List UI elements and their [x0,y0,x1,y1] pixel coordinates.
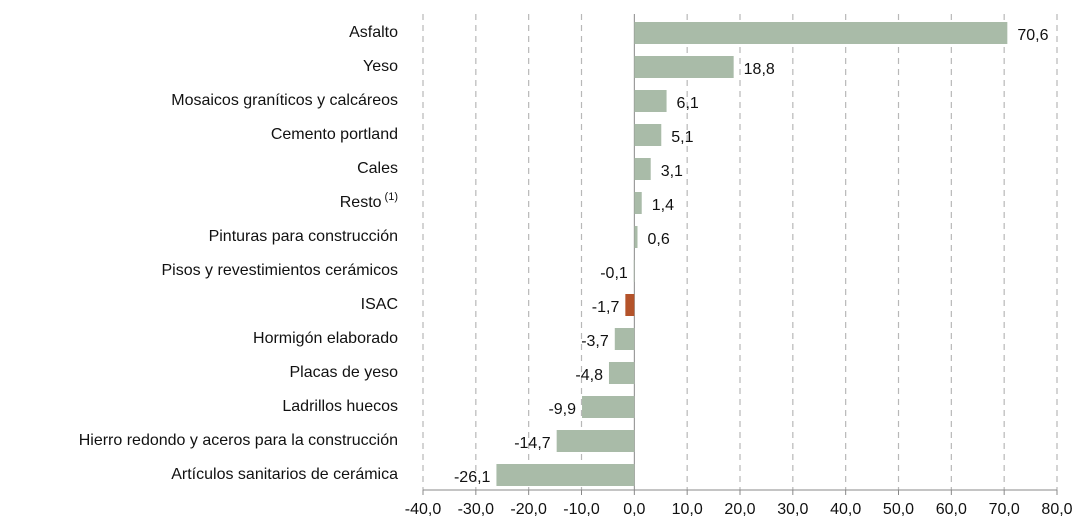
category-name: ISAC [361,296,398,313]
category-name: Pinturas para construcción [209,228,398,245]
value-label: 5,1 [671,129,693,146]
category-name: Artículos sanitarios de cerámica [171,466,398,483]
category-name: Yeso [363,58,398,75]
x-tick-label: 30,0 [777,501,808,518]
value-label: -4,8 [575,367,603,384]
value-label: -14,7 [514,435,551,452]
x-tick-label: -30,0 [458,501,495,518]
x-tick-label: -20,0 [510,501,547,518]
value-label: 70,6 [1017,27,1048,44]
bar [634,192,642,214]
category-label: Hormigón elaborado [253,330,398,347]
bar [625,294,635,316]
category-name: Mosaicos graníticos y calcáreos [171,92,398,109]
bar [614,328,635,350]
value-label: 18,8 [744,61,775,78]
category-label: Pisos y revestimientos cerámicos [161,262,398,279]
category-name: Resto [340,194,382,211]
category-label: Asfalto [349,24,398,41]
category-name: Ladrillos huecos [282,398,398,415]
category-label: Cales [357,160,398,177]
bar [582,396,635,418]
category-name: Asfalto [349,24,398,41]
bar [634,158,651,180]
bar [634,90,667,112]
value-label: 6,1 [677,95,699,112]
x-tick-label: 20,0 [724,501,755,518]
x-tick-label: 70,0 [989,501,1020,518]
category-label: Hierro redondo y aceros para la construc… [79,432,398,449]
category-label: Mosaicos graníticos y calcáreos [171,92,398,109]
category-name: Cales [357,160,398,177]
value-label: -26,1 [454,469,491,486]
value-label: -0,1 [600,265,628,282]
value-label: -9,9 [548,401,576,418]
category-name: Placas de yeso [289,364,398,381]
x-tick-label: 80,0 [1041,501,1072,518]
bar [556,430,635,452]
category-label: Pinturas para construcción [209,228,398,245]
category-label: Artículos sanitarios de cerámica [171,466,398,483]
x-tick-label: 40,0 [830,501,861,518]
bar [634,124,662,146]
value-label: 1,4 [652,197,674,214]
category-name: Pisos y revestimientos cerámicos [161,262,398,279]
category-label: Placas de yeso [289,364,398,381]
x-tick-label: -40,0 [405,501,442,518]
category-label: ISAC [361,296,398,313]
category-name: Hierro redondo y aceros para la construc… [79,432,398,449]
category-label: Yeso [363,58,398,75]
value-label: 3,1 [661,163,683,180]
category-name: Hormigón elaborado [253,330,398,347]
x-tick-label: 60,0 [936,501,967,518]
bar [634,56,734,78]
value-label: -1,7 [592,299,620,316]
bar [633,260,635,282]
bar [634,22,1008,44]
x-tick-label: 50,0 [883,501,914,518]
bar [634,226,638,248]
category-footnote: (1) [385,191,398,203]
bar [608,362,635,384]
category-label: Ladrillos huecos [282,398,398,415]
x-tick-label: -10,0 [563,501,600,518]
x-tick-label: 0,0 [623,501,645,518]
category-label: Resto (1) [340,191,398,211]
category-name: Cemento portland [271,126,398,143]
x-tick-label: 10,0 [672,501,703,518]
value-label: -3,7 [581,333,609,350]
bar [496,464,635,486]
value-label: 0,6 [648,231,670,248]
category-label: Cemento portland [271,126,398,143]
